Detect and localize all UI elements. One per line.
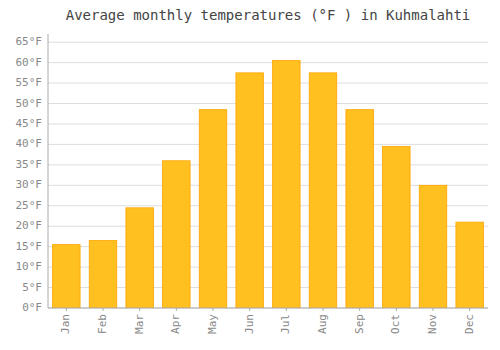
y-tick-label: 20°F xyxy=(16,219,43,232)
x-tick-label: Sep xyxy=(353,314,366,334)
x-tick-label: Dec xyxy=(463,314,476,334)
grid-line xyxy=(48,62,488,63)
x-tick-label: Nov xyxy=(426,314,439,334)
bars xyxy=(53,61,484,308)
bar xyxy=(89,241,117,308)
x-tick-label: Feb xyxy=(96,314,109,334)
grid-line xyxy=(48,42,488,43)
bar xyxy=(309,73,337,308)
grid-line xyxy=(48,164,488,165)
y-tick-label: 15°F xyxy=(16,240,43,253)
y-tick-label: 45°F xyxy=(16,117,43,130)
x-tick xyxy=(139,308,140,311)
x-tick xyxy=(66,308,67,311)
bar xyxy=(236,73,264,308)
x-axis-line xyxy=(48,308,488,309)
x-tick-label: Oct xyxy=(389,314,402,334)
y-tick-label: 60°F xyxy=(16,56,43,69)
grid-line xyxy=(48,308,488,309)
x-tick-label: Jan xyxy=(59,314,72,334)
bar xyxy=(53,245,80,308)
x-tick-label: Apr xyxy=(169,314,182,334)
x-tick xyxy=(469,308,470,311)
grid-line xyxy=(48,144,488,145)
bar xyxy=(163,161,191,308)
grid-line xyxy=(48,103,488,104)
y-tick-label: 50°F xyxy=(16,97,43,110)
y-tick-label: 5°F xyxy=(22,281,42,294)
bar xyxy=(456,222,484,308)
bar xyxy=(126,208,153,308)
y-tick-label: 65°F xyxy=(16,35,43,48)
x-tick xyxy=(103,308,104,311)
bar xyxy=(199,110,227,308)
y-axis-line xyxy=(48,34,49,308)
grid-line xyxy=(48,123,488,124)
y-tick-label: 55°F xyxy=(16,76,43,89)
x-tick-label: May xyxy=(206,314,219,334)
x-tick xyxy=(176,308,177,311)
x-tick-label: Mar xyxy=(133,314,146,334)
x-tick xyxy=(323,308,324,311)
title: Average monthly temperatures (°F ) in Ku… xyxy=(66,7,471,23)
x-tick xyxy=(286,308,287,311)
x-tick-labels: Jan Feb Mar Apr May Jun Jul Aug Sep Oct Nov Dec xyxy=(59,308,475,334)
x-tick-label: Aug xyxy=(316,314,329,334)
x-tick xyxy=(433,308,434,311)
x-tick xyxy=(359,308,360,311)
y-tick-label: 30°F xyxy=(16,178,43,191)
x-tick-label: Jul xyxy=(279,314,292,334)
y-tick-label: 40°F xyxy=(16,137,43,150)
grid xyxy=(48,42,488,308)
x-tick xyxy=(396,308,397,311)
y-tick-label: 25°F xyxy=(16,199,43,212)
bar xyxy=(419,185,447,308)
chart-container: 0°F 5°F 10°F 15°F 20°F 25°F 30°F 35°F 40°F 45°F 50… xyxy=(0,0,500,350)
bar xyxy=(273,61,301,308)
y-tick-label: 10°F xyxy=(16,260,43,273)
x-tick xyxy=(249,308,250,311)
y-tick-label: 0°F xyxy=(22,301,42,314)
x-tick xyxy=(213,308,214,311)
y-tick-labels: 0°F 5°F 10°F 15°F 20°F 25°F 30°F 35°F 40°F 45°F 50… xyxy=(16,35,43,314)
grid-line xyxy=(48,83,488,84)
bar xyxy=(346,110,374,308)
y-tick-label: 35°F xyxy=(16,158,43,171)
x-tick-label: Jun xyxy=(243,314,256,334)
bar xyxy=(383,146,411,308)
chart: 0°F 5°F 10°F 15°F 20°F 25°F 30°F 35°F 40°F 45°F 50… xyxy=(0,0,500,350)
